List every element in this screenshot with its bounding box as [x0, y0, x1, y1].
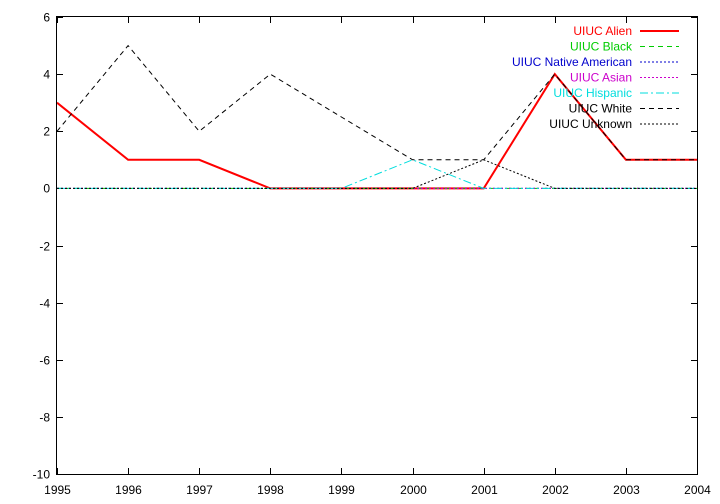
- y-tick-label: -8: [39, 411, 50, 425]
- x-tick-label: 2000: [400, 483, 427, 497]
- y-tick-label: 6: [43, 11, 50, 25]
- plot-frame: [56, 16, 698, 475]
- x-tick-label: 1995: [44, 483, 71, 497]
- x-tick-labels: 1995 1996 1997 1998 1999 2000 2001 2002 2003 2004: [44, 483, 711, 497]
- x-tick-label: 2004: [684, 483, 711, 497]
- legend-label: UIUC White: [569, 102, 633, 116]
- x-tick-label: 1997: [186, 483, 213, 497]
- legend-label: UIUC Asian: [570, 71, 632, 85]
- legend-label: UIUC Native American: [512, 55, 632, 69]
- x-tick-label: 1998: [257, 483, 284, 497]
- y-tick-labels: -10 -8 -6 -4 -2 0 2 4 6: [33, 11, 51, 482]
- legend-label: UIUC Hispanic: [553, 86, 632, 100]
- y-tick-label: 4: [43, 68, 50, 82]
- series-lines: [56, 44, 697, 190]
- x-tick-label: 2002: [542, 483, 569, 497]
- x-tick-label: 2003: [613, 483, 640, 497]
- x-tick-label: 1999: [328, 483, 355, 497]
- y-tick-label: -6: [39, 354, 50, 368]
- legend-label: UIUC Unknown: [549, 117, 632, 131]
- y-tick-label: -2: [39, 240, 50, 254]
- y-tick-label: -4: [39, 297, 50, 311]
- y-tick-label: 0: [43, 182, 50, 196]
- y-tick-label: 2: [43, 125, 50, 139]
- legend-label: UIUC Alien: [573, 24, 632, 38]
- y-tick-label: -10: [33, 468, 51, 482]
- x-tick-label: 2001: [471, 483, 498, 497]
- series-line-uiuc-unknown: [57, 159, 697, 189]
- x-tick-label: 1996: [115, 483, 142, 497]
- legend-label: UIUC Black: [570, 40, 633, 54]
